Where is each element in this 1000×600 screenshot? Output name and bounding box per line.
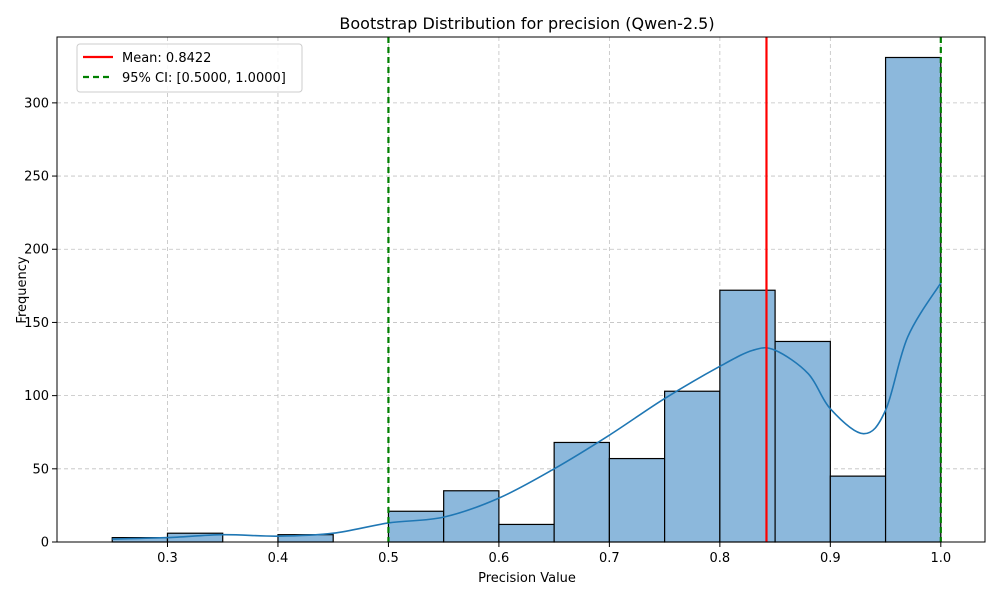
y-tick-label-4: 200: [24, 243, 49, 258]
y-tick-label-6: 300: [24, 96, 49, 111]
histogram-bar-13: [829, 475, 887, 543]
legend-mean-label: Mean: 0.8422: [122, 51, 211, 66]
x-tick-label-4: 0.7: [599, 551, 620, 566]
x-tick-label-5: 0.8: [710, 551, 731, 566]
x-axis-label: Precision Value: [478, 571, 576, 586]
histogram-bar-8: [553, 441, 610, 543]
y-tick-label-2: 100: [24, 389, 49, 404]
x-axis-ticks: 0.3 0.4 0.5 0.6 0.7 0.8 0.9 1.0: [157, 542, 951, 566]
histogram-bar-10: [664, 390, 721, 543]
kde-curve: [112, 282, 942, 540]
y-tick-label-5: 250: [24, 170, 49, 185]
x-tick-label-7: 1.0: [930, 551, 951, 566]
x-tick-label-6: 0.9: [820, 551, 841, 566]
x-tick-label-3: 0.6: [489, 551, 510, 566]
x-tick-label-2: 0.5: [378, 551, 399, 566]
x-tick-label-1: 0.4: [268, 551, 289, 566]
histogram-bar-14: [884, 56, 942, 543]
y-axis-ticks: 0 50 100 150 200 250 300: [24, 96, 57, 551]
histogram-bar-7: [498, 523, 555, 543]
legend-ci-label: 95% CI: [0.5000, 1.0000]: [122, 71, 286, 86]
x-tick-label-0: 0.3: [157, 551, 178, 566]
histogram-bar-12: [774, 340, 831, 543]
y-axis-label: Frequency: [15, 256, 30, 323]
chart-title: Bootstrap Distribution for precision (Qw…: [339, 14, 714, 33]
axes-frame: [56, 36, 986, 543]
y-tick-label-3: 150: [24, 316, 49, 331]
histogram-bar-6: [443, 490, 500, 543]
histogram-bar-9: [608, 457, 666, 543]
y-tick-label-0: 0: [41, 536, 49, 551]
histogram-bar-5: [387, 510, 445, 543]
y-tick-label-1: 50: [32, 462, 49, 477]
legend: Mean: 0.8422 95% CI: [0.5000, 1.0000]: [76, 43, 303, 93]
legend-box: [76, 43, 303, 93]
